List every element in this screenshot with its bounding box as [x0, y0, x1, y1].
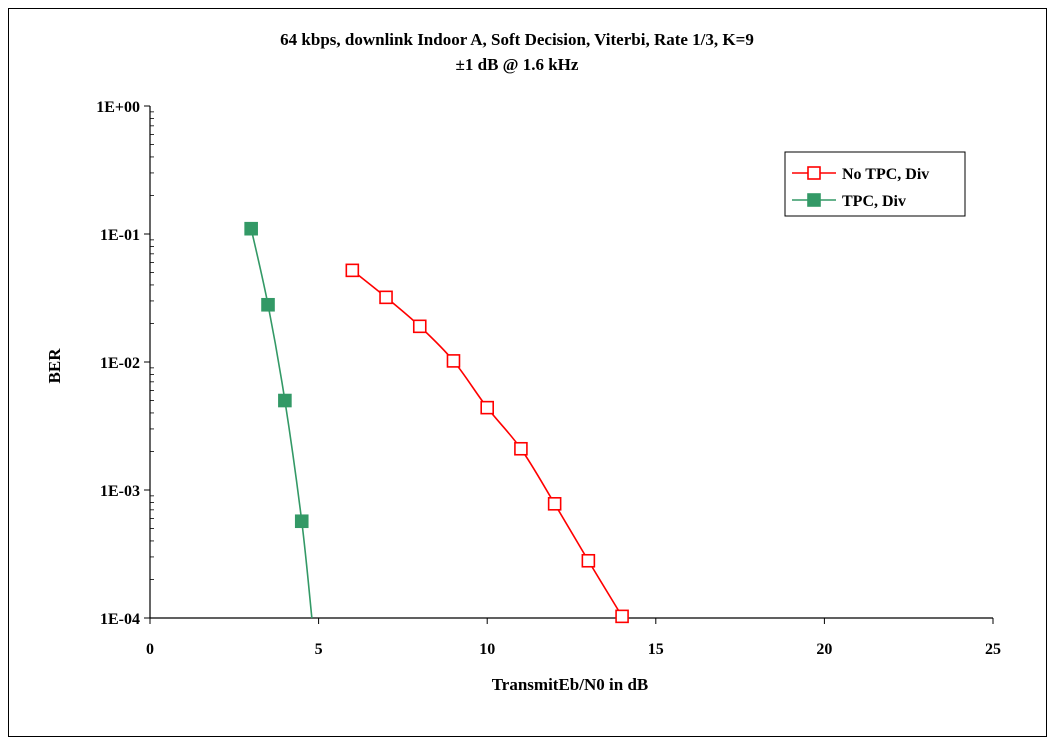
legend-marker	[807, 166, 821, 180]
y-tick-label: 1E-02	[100, 355, 140, 372]
series-line	[250, 228, 313, 619]
legend-label: No TPC, Div	[842, 166, 929, 183]
data-point	[547, 497, 562, 511]
chart-title: 64 kbps, downlink Indoor A, Soft Decisio…	[280, 30, 754, 49]
x-tick-label: 15	[648, 641, 664, 658]
x-axis-label: TransmitEb/N0 in dB	[492, 675, 649, 694]
x-tick-label: 0	[146, 641, 154, 658]
y-tick-labels: 1E+00 1E-01 1E-02 1E-03 1E-04	[96, 99, 140, 628]
x-tick-label: 20	[816, 641, 832, 658]
data-point	[581, 553, 596, 568]
legend-marker	[807, 193, 821, 207]
data-point	[345, 263, 360, 278]
y-tick-label: 1E+00	[96, 99, 140, 116]
legend-label: TPC, Div	[842, 193, 906, 210]
data-point	[294, 514, 309, 529]
x-tick-label: 25	[985, 641, 1001, 658]
legend-entry: TPC, Div	[792, 193, 906, 210]
data-point	[514, 441, 528, 456]
x-tick-labels: 0 5 10 15 20 25	[146, 641, 1001, 658]
series-layer	[244, 221, 629, 624]
y-tick-label: 1E-03	[100, 483, 140, 500]
chart-subtitle: ±1 dB @ 1.6 kHz	[456, 55, 579, 74]
data-point	[446, 354, 461, 368]
data-point	[244, 221, 258, 236]
data-point	[261, 297, 275, 312]
series-tpc-div	[244, 221, 313, 619]
y-axis-label: BER	[45, 348, 64, 384]
y-tick-label: 1E-01	[100, 227, 140, 244]
axes	[144, 105, 994, 624]
x-tick-label: 10	[479, 641, 495, 658]
series-no-tpc-div	[345, 263, 629, 624]
data-point	[379, 290, 393, 305]
legend: No TPC, Div TPC, Div	[784, 151, 966, 217]
x-tick-label: 5	[315, 641, 323, 658]
data-point	[615, 609, 629, 624]
data-point	[278, 393, 292, 408]
data-point	[412, 319, 427, 334]
legend-entry: No TPC, Div	[792, 166, 929, 183]
chart-frame	[8, 8, 1047, 737]
y-tick-label: 1E-04	[100, 611, 140, 628]
data-point	[480, 400, 495, 415]
